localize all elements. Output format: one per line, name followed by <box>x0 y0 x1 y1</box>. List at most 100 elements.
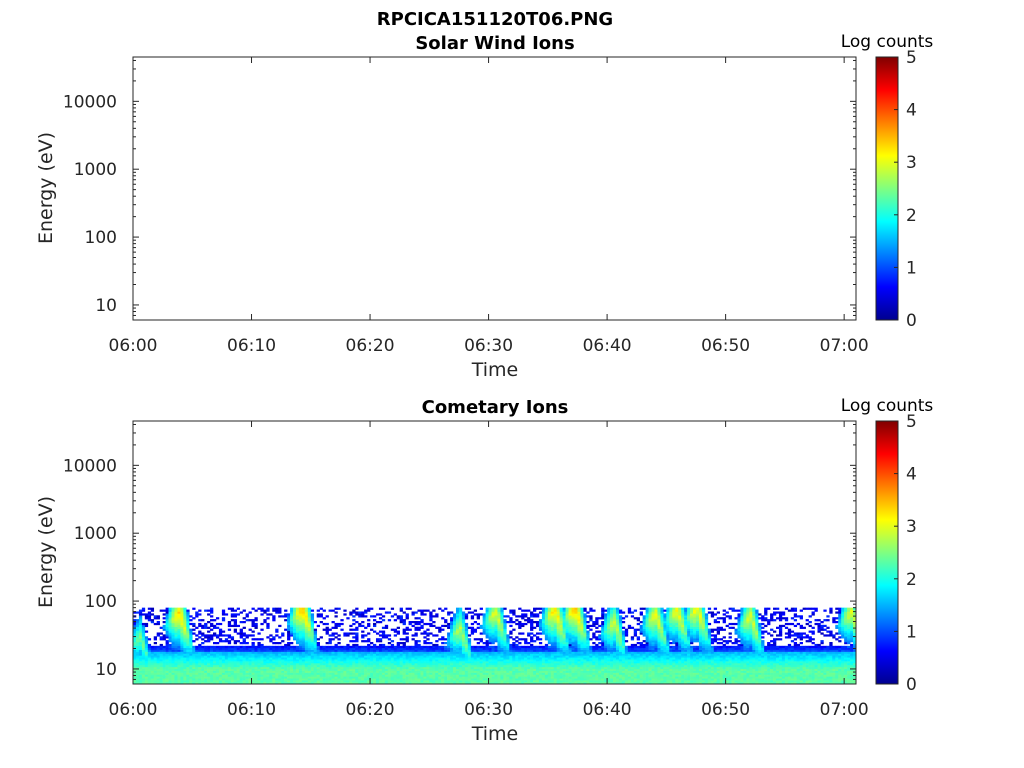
spectrogram-cell <box>527 609 531 612</box>
spectrogram-cell <box>592 653 596 656</box>
spectrogram-cell <box>396 682 400 684</box>
spectrogram-cell <box>239 655 243 658</box>
spectrogram-cell <box>301 609 306 612</box>
spectrogram-cell <box>201 661 205 664</box>
spectrogram-cell <box>186 676 190 679</box>
spectrogram-cell <box>378 661 383 664</box>
spectrogram-cell <box>337 655 341 658</box>
spectrogram-cell <box>399 617 403 620</box>
spectrogram-cell <box>450 643 454 647</box>
spectrogram-cell <box>165 634 169 637</box>
spectrogram-cell <box>375 682 380 684</box>
spectrogram-cell <box>488 632 492 635</box>
spectrogram-cell <box>171 672 175 675</box>
spectrogram-cell <box>455 621 460 624</box>
spectrogram-cell <box>574 661 578 664</box>
spectrogram-cell <box>467 659 472 662</box>
spectrogram-cell <box>298 676 303 679</box>
spectrogram-cell <box>423 647 427 650</box>
spectrogram-cell <box>355 682 359 684</box>
spectrogram-cell <box>387 657 392 660</box>
spectrogram-cell <box>316 642 320 645</box>
spectrogram-cell <box>307 668 312 671</box>
spectrogram-cell <box>583 664 587 668</box>
spectrogram-cell <box>485 682 489 684</box>
spectrogram-cell <box>535 659 540 662</box>
spectrogram-cell <box>426 668 430 671</box>
spectrogram-cell <box>461 613 466 616</box>
spectrogram-cell <box>233 647 238 650</box>
spectrogram-cell <box>293 682 297 684</box>
spectrogram-cell <box>381 619 386 622</box>
spectrogram-cell <box>530 643 534 647</box>
spectrogram-cell <box>367 609 371 612</box>
spectrogram-cell <box>544 672 549 675</box>
spectrogram-cell <box>441 672 445 675</box>
spectrogram-cell <box>547 619 552 622</box>
spectrogram-cell <box>328 663 332 666</box>
spectrogram-cell <box>399 647 403 650</box>
x-tick-label: 06:00 <box>109 336 158 356</box>
spectrogram-cell <box>450 676 454 679</box>
spectrogram-cell <box>553 622 558 626</box>
spectrogram-cell <box>210 611 214 614</box>
spectrogram-cell <box>162 613 166 616</box>
spectrogram-cell <box>180 670 184 673</box>
spectrogram-cell <box>530 645 534 649</box>
spectrogram-cell <box>500 666 504 670</box>
spectrogram-cell <box>242 655 246 658</box>
spectrogram-cell <box>133 621 137 624</box>
spectrogram-cell <box>254 638 258 641</box>
spectrogram-cell <box>278 680 282 683</box>
spectrogram-cell <box>138 642 143 645</box>
spectrogram-cell <box>168 643 172 647</box>
spectrogram-cell <box>426 659 430 662</box>
spectrogram-cell <box>207 663 211 666</box>
spectrogram-cell <box>577 649 581 652</box>
spectrogram-cell <box>396 649 400 652</box>
spectrogram-cell <box>248 611 252 614</box>
spectrogram-cell <box>162 653 166 656</box>
spectrogram-cell <box>506 676 510 679</box>
spectrogram-cell <box>399 607 403 610</box>
spectrogram-cell <box>521 666 525 670</box>
spectrogram-cell <box>150 655 155 658</box>
spectrogram-cell <box>553 651 558 654</box>
spectrogram-cell <box>236 607 240 610</box>
spectrogram-cell <box>198 672 202 675</box>
spectrogram-cell <box>595 622 599 626</box>
spectrogram-cell <box>168 651 172 654</box>
spectrogram-cell <box>349 647 353 650</box>
spectrogram-cell <box>337 634 341 637</box>
spectrogram-cell <box>233 649 238 652</box>
spectrogram-cell <box>544 645 549 649</box>
spectrogram-cell <box>464 645 469 649</box>
spectrogram-cell <box>535 615 540 618</box>
spectrogram-cell <box>215 676 220 679</box>
spectrogram-cell <box>378 613 383 616</box>
spectrogram-cell <box>141 609 146 612</box>
spectrogram-cell <box>207 666 211 670</box>
spectrogram-cell <box>334 657 338 660</box>
spectrogram-cell <box>461 617 466 620</box>
spectrogram-cell <box>287 676 291 679</box>
spectrogram-cell <box>135 611 140 614</box>
spectrogram-cell <box>260 647 264 650</box>
spectrogram-cell <box>521 663 525 666</box>
spectrogram-cell <box>378 657 383 660</box>
spectrogram-cell <box>213 649 217 652</box>
spectrogram-cell <box>159 678 163 681</box>
spectrogram-cell <box>408 628 412 631</box>
spectrogram-cell <box>506 649 510 652</box>
spectrogram-cell <box>138 649 143 652</box>
spectrogram-cell <box>574 636 578 639</box>
spectrogram-cell <box>201 645 205 649</box>
spectrogram-cell <box>254 645 258 649</box>
spectrogram-cell <box>269 663 273 666</box>
spectrogram-cell <box>583 663 587 666</box>
spectrogram-cell <box>467 638 472 641</box>
spectrogram-cell <box>417 640 421 643</box>
spectrogram-cell <box>257 668 261 671</box>
spectrogram-cell <box>553 607 558 610</box>
spectrogram-cell <box>559 619 563 622</box>
